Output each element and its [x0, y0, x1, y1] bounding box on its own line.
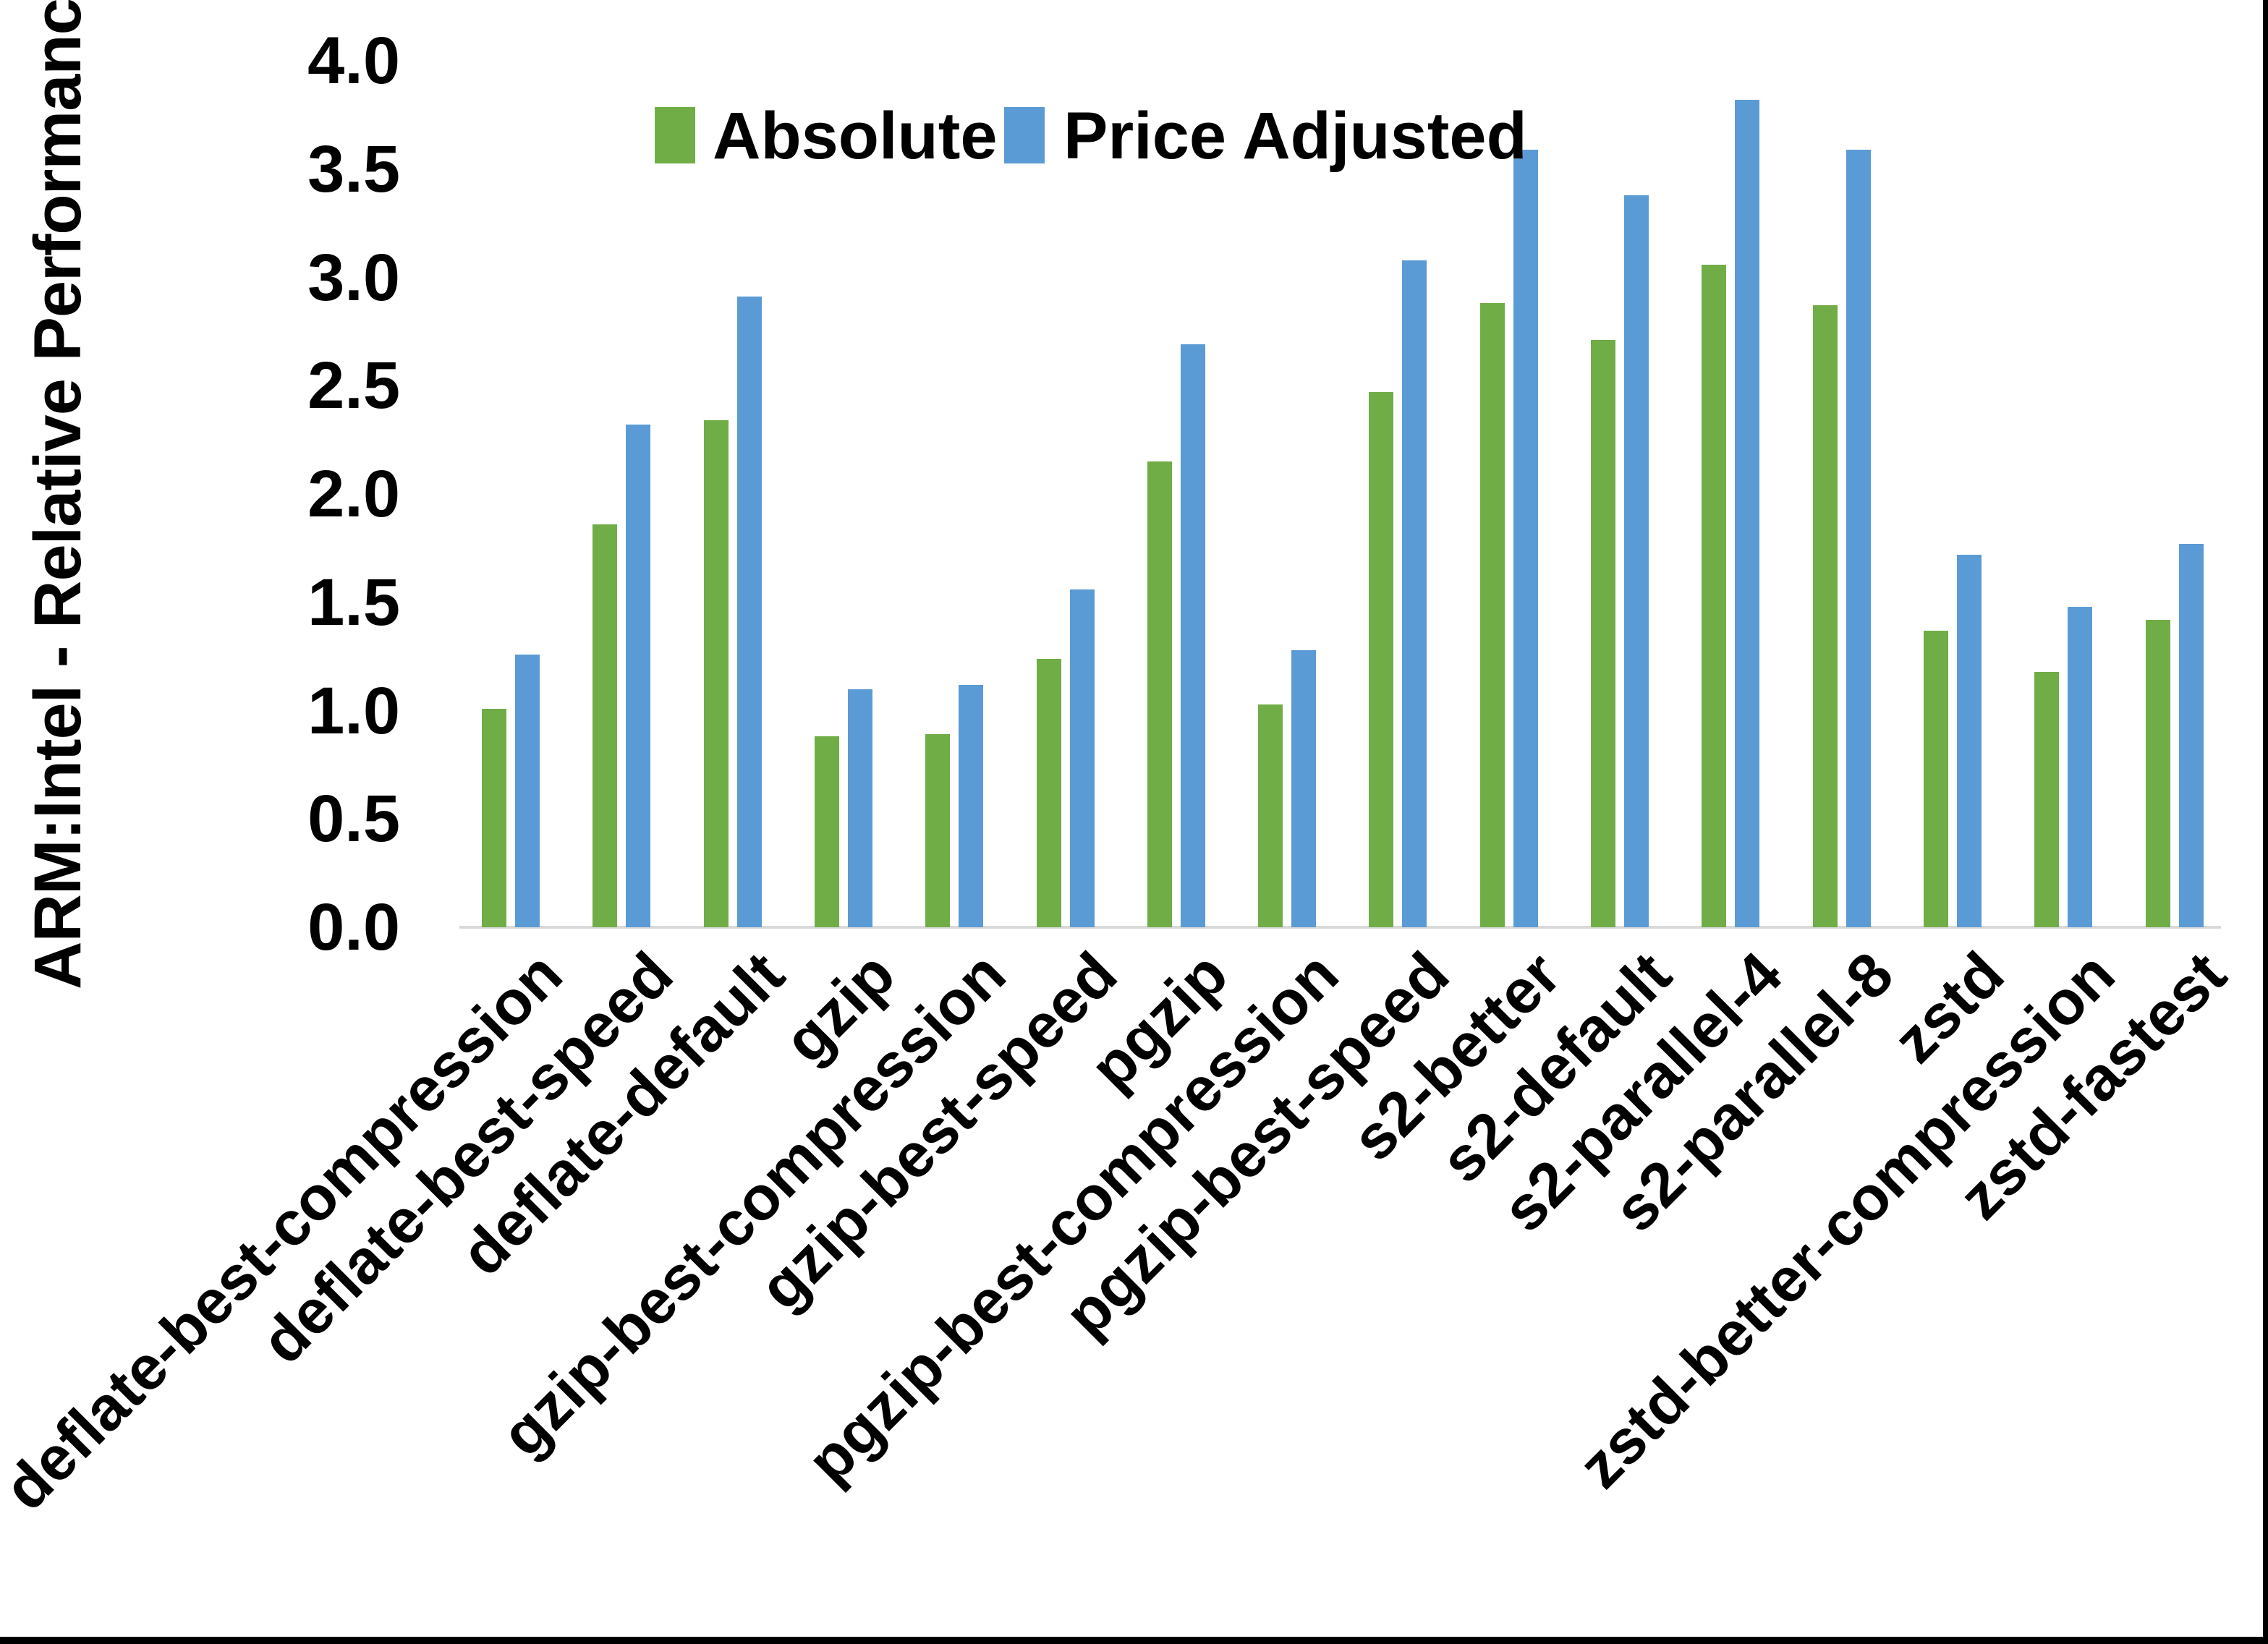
y-tick-4.0: 4.0: [307, 24, 400, 98]
legend-swatch-absolute: [655, 107, 695, 163]
bar-absolute-pgzip: [1147, 461, 1172, 927]
y-tick-3.0: 3.0: [307, 240, 400, 315]
bar-absolute-s2-default: [1591, 340, 1615, 927]
x-axis-line: [459, 926, 2221, 929]
bar-absolute-deflate-best-compression: [482, 708, 506, 927]
bar-absolute-s2-parallel-4: [1702, 264, 1727, 927]
bar-absolute-zstd-better-compression: [2034, 671, 2060, 927]
bar-absolute-pgzip-best-compression: [1258, 704, 1283, 927]
bar-price-adjusted-pgzip-best-compression: [1291, 649, 1317, 927]
y-tick-1.5: 1.5: [307, 565, 400, 639]
bar-absolute-deflate-default: [703, 420, 729, 927]
y-tick-3.5: 3.5: [307, 132, 400, 206]
y-tick-0.5: 0.5: [307, 782, 400, 856]
bar-price-adjusted-pgzip: [1180, 344, 1205, 927]
bar-price-adjusted-gzip-best-speed: [1069, 589, 1095, 927]
bar-price-adjusted-zstd-better-compression: [2068, 606, 2093, 927]
bar-absolute-pgzip-best-speed: [1369, 392, 1394, 927]
bar-price-adjusted-s2-parallel-8: [1846, 149, 1871, 927]
bar-price-adjusted-gzip: [847, 689, 872, 927]
screenshot-bottom-edge: [0, 1637, 2268, 1644]
bar-price-adjusted-deflate-best-speed: [626, 425, 651, 927]
bar-absolute-zstd-fastest: [2145, 619, 2170, 927]
screenshot-right-edge: [2263, 0, 2268, 1644]
bar-price-adjusted-s2-default: [1624, 195, 1649, 927]
bar-price-adjusted-deflate-default: [736, 297, 762, 927]
y-tick-2.0: 2.0: [307, 457, 400, 531]
legend-swatch-price-adjusted: [1004, 107, 1045, 163]
bar-price-adjusted-zstd: [1956, 554, 1982, 927]
bar-absolute-gzip-best-compression: [925, 734, 951, 927]
y-tick-1.0: 1.0: [307, 673, 400, 748]
bar-absolute-gzip-best-speed: [1036, 658, 1061, 927]
y-axis-title: ARM:Intel - Relative Performance: [21, 0, 95, 989]
bar-price-adjusted-s2-better: [1513, 149, 1538, 927]
bar-absolute-s2-better: [1479, 303, 1505, 927]
y-tick-0.0: 0.0: [307, 890, 400, 964]
bar-absolute-zstd: [1923, 630, 1948, 927]
bar-price-adjusted-gzip-best-compression: [959, 684, 984, 927]
bar-price-adjusted-pgzip-best-speed: [1402, 260, 1427, 927]
bar-absolute-gzip: [814, 736, 839, 927]
legend-label-price-adjusted: Price Adjusted: [1063, 99, 1527, 173]
bar-price-adjusted-s2-parallel-4: [1735, 99, 1760, 927]
y-tick-2.5: 2.5: [307, 349, 400, 423]
legend-label-absolute: Absolute: [713, 99, 998, 173]
bar-price-adjusted-zstd-fastest: [2178, 543, 2204, 927]
bar-price-adjusted-deflate-best-compression: [515, 654, 540, 927]
bar-absolute-deflate-best-speed: [593, 524, 618, 927]
bar-absolute-s2-parallel-8: [1812, 305, 1838, 927]
